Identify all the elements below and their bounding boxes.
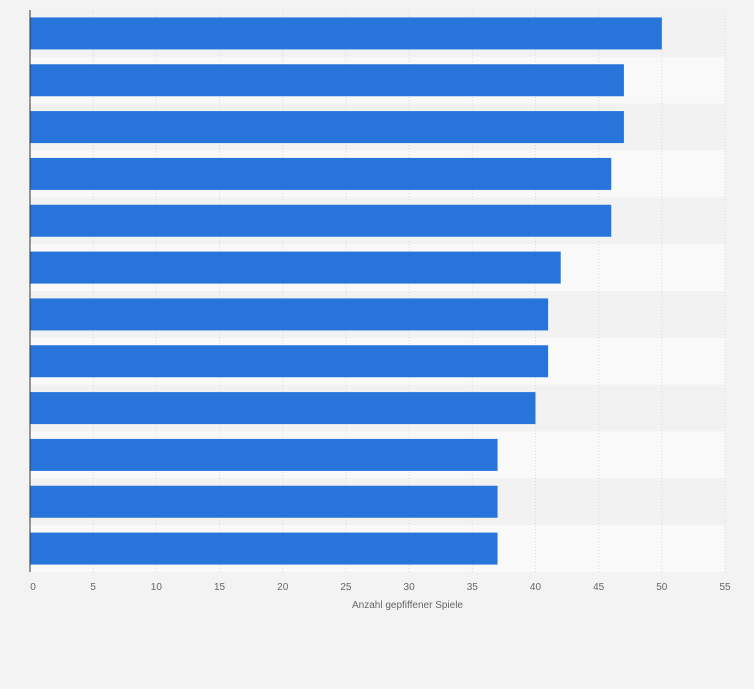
bar[interactable]	[30, 438, 498, 471]
bar[interactable]	[30, 157, 612, 190]
x-tick-label: 50	[656, 582, 668, 593]
x-tick-label: 45	[593, 582, 605, 593]
x-tick-label: 25	[340, 582, 352, 593]
x-tick-label: 0	[30, 582, 36, 593]
x-tick-label: 40	[530, 582, 542, 593]
bar[interactable]	[30, 485, 498, 518]
x-tick-label: 55	[719, 582, 731, 593]
x-tick-label: 30	[404, 582, 416, 593]
x-axis-ticks: 0 5 10 15 20 25 30 35 40 45 50 55	[30, 582, 731, 593]
x-tick-label: 20	[277, 582, 289, 593]
bar[interactable]	[30, 298, 549, 331]
bar[interactable]	[30, 532, 498, 565]
x-tick-label: 5	[90, 582, 96, 593]
bar[interactable]	[30, 64, 624, 97]
x-axis-title: Anzahl gepfiffener Spiele	[352, 600, 463, 611]
x-tick-label: 10	[151, 582, 163, 593]
bars	[30, 17, 662, 565]
bar[interactable]	[30, 17, 662, 50]
gridlines	[92, 10, 726, 572]
x-tick-label: 15	[214, 582, 226, 593]
bar[interactable]	[30, 251, 561, 284]
bar[interactable]	[30, 392, 536, 425]
bar[interactable]	[30, 345, 549, 378]
bar[interactable]	[30, 111, 624, 144]
bar[interactable]	[30, 204, 612, 237]
x-tick-label: 35	[467, 582, 479, 593]
